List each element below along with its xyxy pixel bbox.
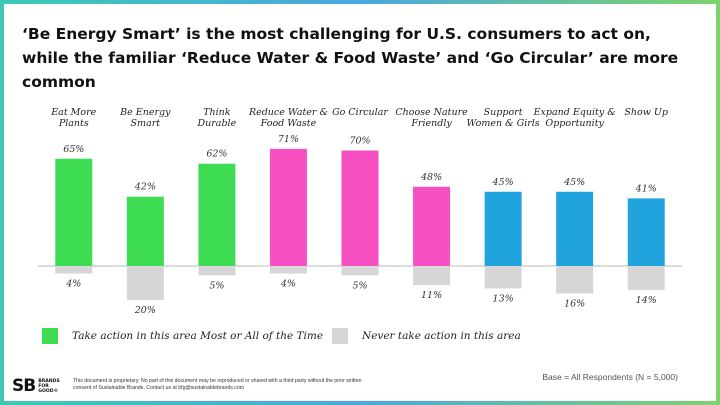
bar-never-0 bbox=[55, 267, 93, 274]
value-label-action-3: 71% bbox=[278, 134, 299, 145]
bar-never-2 bbox=[198, 267, 236, 276]
legend-label-action: Take action in this area Most or All of … bbox=[72, 330, 324, 342]
value-label-action-5: 48% bbox=[420, 172, 442, 183]
bar-never-5 bbox=[413, 267, 451, 286]
bar-action-2 bbox=[198, 163, 236, 266]
value-label-action-4: 70% bbox=[349, 136, 370, 147]
bar-action-6 bbox=[484, 191, 522, 266]
bar-never-8 bbox=[627, 267, 665, 291]
bar-never-3 bbox=[269, 267, 307, 274]
value-label-never-5: 11% bbox=[421, 290, 442, 301]
value-label-never-2: 5% bbox=[209, 280, 224, 291]
value-label-never-7: 16% bbox=[564, 298, 585, 309]
value-label-never-1: 20% bbox=[134, 305, 156, 316]
bar-never-6 bbox=[484, 267, 522, 289]
value-label-action-2: 62% bbox=[206, 149, 227, 160]
category-label-3: Reduce Water & Food Waste bbox=[248, 107, 328, 129]
category-label-6: Support Women & Girls bbox=[467, 107, 540, 129]
bar-never-1 bbox=[126, 267, 164, 300]
legend-label-never: Never take action in this area bbox=[362, 330, 521, 342]
legend-item-action: Take action in this area Most or All of … bbox=[42, 328, 323, 344]
bar-action-7 bbox=[556, 191, 594, 266]
legend-item-never: Never take action in this area bbox=[332, 328, 521, 344]
bar-action-0 bbox=[55, 158, 93, 266]
base-note: Base = All Respondents (N = 5,000) bbox=[542, 372, 678, 382]
category-label-4: Go Circular bbox=[332, 107, 389, 118]
logo-text: BRANDS FOR GOOD® bbox=[38, 378, 60, 394]
category-label-7: Expand Equity & Opportunity bbox=[533, 107, 616, 129]
bar-action-4 bbox=[341, 150, 379, 266]
bar-never-7 bbox=[556, 267, 594, 294]
proprietary-note: This document is proprietary. No part of… bbox=[73, 378, 362, 391]
value-label-action-7: 45% bbox=[563, 177, 585, 188]
value-label-action-6: 45% bbox=[492, 177, 514, 188]
value-label-action-8: 41% bbox=[635, 183, 657, 194]
value-label-never-0: 4% bbox=[65, 279, 81, 290]
category-label-2: Think Durable bbox=[197, 107, 237, 129]
bar-never-4 bbox=[341, 267, 379, 276]
bar-action-8 bbox=[627, 198, 665, 266]
value-label-never-4: 5% bbox=[352, 280, 367, 291]
value-label-action-0: 65% bbox=[63, 144, 84, 155]
bar-action-5 bbox=[413, 186, 451, 266]
value-label-action-1: 42% bbox=[134, 182, 156, 193]
category-label-1: Be Energy Smart bbox=[119, 107, 171, 129]
slide-title: ‘Be Energy Smart’ is the most challengin… bbox=[22, 25, 679, 91]
value-label-never-8: 14% bbox=[636, 295, 657, 306]
bar-action-3 bbox=[269, 148, 307, 266]
category-label-8: Show Up bbox=[624, 107, 668, 118]
category-label-5: Choose Nature Friendly bbox=[395, 107, 468, 129]
value-label-never-3: 4% bbox=[280, 279, 296, 290]
logo-mark: SB bbox=[12, 376, 36, 396]
legend-swatch-gray bbox=[332, 328, 348, 344]
legend-swatch-green bbox=[42, 328, 58, 344]
value-label-never-6: 13% bbox=[493, 293, 514, 304]
bar-action-1 bbox=[126, 196, 164, 266]
category-label-0: Eat More Plants bbox=[50, 107, 96, 129]
brand-logo: SB BRANDS FOR GOOD® bbox=[12, 376, 66, 396]
